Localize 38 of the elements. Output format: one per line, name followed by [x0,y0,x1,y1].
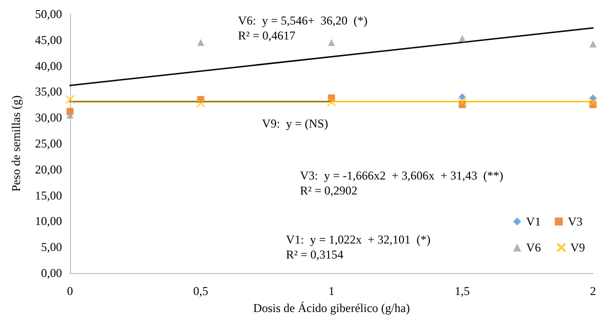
legend-label: V1 [526,214,541,228]
point [66,112,74,119]
y-tick-label: 50,00 [35,7,62,21]
y-axis-title: Peso de semillas (g) [9,95,23,192]
point [197,38,204,46]
x-tick-label: 1 [328,284,334,298]
point [328,38,335,46]
y-tick-label: 15,00 [35,188,62,202]
legend-label: V3 [568,214,583,228]
y-tick-label: 35,00 [35,84,62,99]
y-tick-label: 0,00 [41,266,62,280]
point [458,93,466,100]
y-tick-label: 45,00 [35,32,62,47]
point [326,97,336,107]
point [590,40,596,48]
annotation: V1: y = 1,022x + 32,101 (*) R² = 0,3154 [286,232,431,262]
point [458,34,466,42]
y-tick-label: 10,00 [35,214,62,228]
x-tick-label: 0 [67,284,73,298]
x-tick-label: 1,5 [454,284,470,298]
point [196,98,206,108]
annotation: V6: y = 5,546+ 36,20 (*) R² = 0,4617 [238,14,368,42]
annotation: V3: y = -1,666x2 + 3,606x + 31,43 (**) R² = 0,2902 [300,168,504,198]
point [458,97,467,107]
y-tick-label: 40,00 [35,58,62,73]
x-tick-label: 2 [590,284,596,298]
legend-label: V9 [570,240,586,254]
annotation: V9: y = (NS) [262,116,328,130]
x-tick-label: 0,5 [193,284,208,298]
point [590,94,596,102]
point [588,97,598,107]
y-tick-label: 20,00 [35,162,62,176]
y-tick-label: 25,00 [35,136,62,150]
legend-label: V6 [526,240,541,254]
point [65,94,75,104]
y-tick-label: 30,00 [35,110,62,125]
x-axis-title: Dosis de Ácido giberélico (g/ha) [253,300,410,315]
y-tick-label: 5,00 [41,240,62,254]
